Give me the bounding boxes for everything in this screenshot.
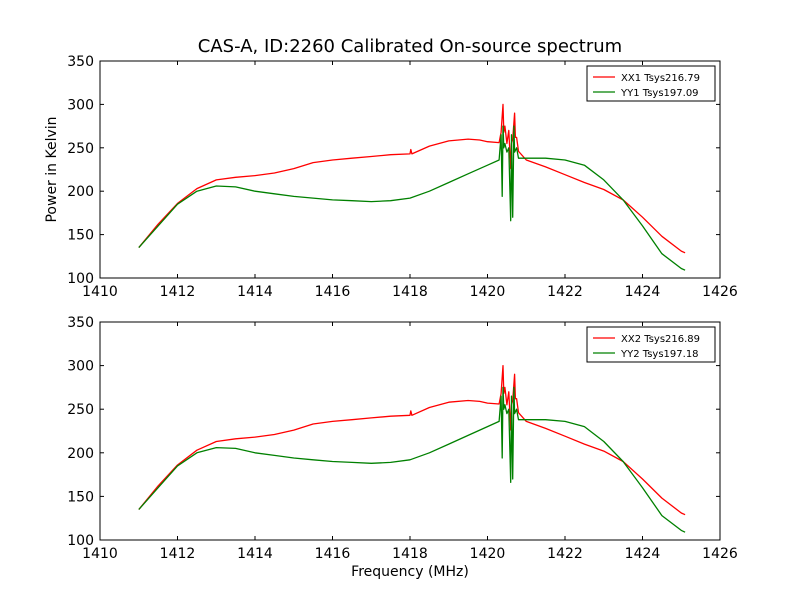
y-tick-label: 350: [67, 54, 94, 70]
chart-panel-2: 1410 1412 1414 1416 1418 1420 1422 1424 1426 100 1…: [67, 315, 738, 580]
x-tick-label: 1410: [82, 546, 118, 562]
series-line-2: [138, 386, 686, 533]
y-tick-label: 150: [67, 228, 94, 244]
x-tick-label: 1420: [470, 284, 506, 300]
y-tick-label: 100: [67, 271, 94, 287]
x-tick-label: 1422: [547, 546, 583, 562]
y-tick-label: 200: [67, 184, 94, 200]
x-tick-label: 1414: [237, 284, 273, 300]
x-tick-label: 1424: [625, 546, 661, 562]
x-tick-label: 1426: [702, 284, 738, 300]
y-tick-label: 300: [67, 359, 94, 375]
legend: XX1 Tsys216.79 YY1 Tsys197.09: [586, 65, 716, 102]
x-tick-label: 1426: [702, 546, 738, 562]
legend-entry-1: XX1 Tsys216.79: [621, 73, 700, 84]
y-tick-label: 100: [67, 533, 94, 549]
legend-entry-2: YY1 Tsys197.09: [620, 88, 699, 99]
y-tick-label: 150: [67, 489, 94, 505]
series-line-2: [138, 125, 686, 271]
x-tick-label: 1418: [392, 546, 428, 562]
y-tick-label: 300: [67, 97, 94, 113]
x-tick-label: 1424: [625, 284, 661, 300]
chart-panel-1: 1410 1412 1414 1416 1418 1420 1422 1424 1426 100 1…: [44, 54, 738, 300]
series-lines: [138, 103, 686, 271]
x-tick-label: 1416: [315, 546, 351, 562]
y-tick-label: 350: [67, 315, 94, 331]
x-tick-label: 1418: [392, 284, 428, 300]
x-tick-label: 1416: [315, 284, 351, 300]
series-lines: [138, 364, 686, 533]
series-line-1: [138, 364, 686, 516]
x-tick-label: 1410: [82, 284, 118, 300]
y-tick-label: 250: [67, 402, 94, 418]
x-tick-label: 1414: [237, 546, 273, 562]
legend-box: [586, 326, 716, 363]
y-axis-label: Power in Kelvin: [44, 116, 60, 222]
legend: XX2 Tsys216.89 YY2 Tsys197.18: [586, 326, 716, 363]
x-axis-label: Frequency (MHz): [351, 564, 469, 580]
x-tick-label: 1420: [470, 546, 506, 562]
x-tick-label: 1412: [160, 546, 196, 562]
y-tick-label: 200: [67, 446, 94, 462]
x-tick-label: 1412: [160, 284, 196, 300]
series-line-1: [138, 103, 686, 254]
plots-group: 1410 1412 1414 1416 1418 1420 1422 1424 14261001…: [44, 54, 738, 580]
y-tick-label: 250: [67, 141, 94, 157]
legend-entry-2: YY2 Tsys197.18: [620, 349, 699, 360]
figure-title: CAS-A, ID:2260 Calibrated On-source spec…: [198, 36, 622, 57]
x-tick-label: 1422: [547, 284, 583, 300]
legend-entry-1: XX2 Tsys216.89: [621, 334, 700, 345]
legend-box: [586, 65, 716, 102]
